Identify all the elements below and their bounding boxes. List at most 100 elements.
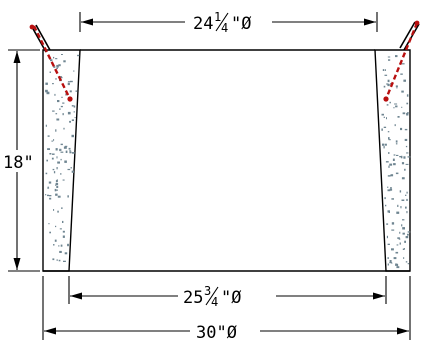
height-label: 18" [3, 153, 34, 173]
aggregate-speck [49, 71, 51, 73]
aggregate-speck [403, 156, 406, 159]
aggregate-speck [407, 233, 409, 236]
aggregate-speck [399, 242, 401, 245]
aggregate-speck [48, 181, 52, 184]
aggregate-speck [60, 143, 63, 146]
aggregate-speck [381, 128, 383, 131]
aggregate-speck [55, 129, 57, 132]
aggregate-speck [389, 262, 392, 264]
aggregate-speck [49, 231, 51, 234]
aggregate-speck [401, 199, 405, 201]
bottom-inner-diameter-suffix: "Ø [221, 288, 241, 308]
top-diameter-denominator: 4 [221, 21, 228, 35]
aggregate-speck [47, 135, 50, 137]
aggregate-speck [391, 248, 394, 251]
aggregate-speck [397, 204, 399, 207]
aggregate-speck [46, 159, 48, 162]
aggregate-speck [402, 232, 405, 235]
aggregate-speck [383, 126, 387, 128]
top-diameter-suffix: "Ø [231, 14, 251, 34]
aggregate-speck [396, 244, 399, 246]
aggregate-speck [62, 179, 65, 181]
aggregate-speck [401, 106, 403, 108]
aggregate-speck [401, 90, 404, 93]
left-wall-aggregate [45, 54, 80, 262]
aggregate-speck [381, 113, 384, 116]
aggregate-speck [396, 266, 400, 269]
aggregate-speck [57, 195, 61, 198]
aggregate-speck [70, 80, 73, 83]
aggregate-speck [401, 63, 405, 65]
aggregate-speck [45, 124, 47, 127]
aggregate-speck [401, 224, 403, 227]
aggregate-speck [388, 152, 390, 154]
aggregate-speck [59, 250, 62, 253]
aggregate-speck [60, 158, 62, 161]
aggregate-speck [67, 82, 70, 86]
aggregate-speck [64, 160, 67, 163]
aggregate-speck [56, 167, 58, 170]
aggregate-speck [69, 150, 72, 152]
aggregate-speck [60, 151, 64, 153]
aggregate-speck [62, 235, 65, 238]
aggregate-speck [386, 235, 388, 239]
aggregate-speck [60, 148, 62, 151]
aggregate-speck [396, 211, 400, 214]
aggregate-speck [387, 79, 390, 83]
aggregate-speck [395, 251, 399, 254]
aggregate-speck [61, 207, 63, 209]
aggregate-speck [47, 148, 50, 150]
aggregate-speck [59, 228, 62, 230]
aggregate-speck [48, 223, 50, 225]
aggregate-speck [55, 148, 58, 151]
aggregate-speck [71, 170, 74, 173]
aggregate-speck [385, 204, 387, 207]
aggregate-speck [55, 193, 58, 196]
aggregate-speck [390, 187, 392, 189]
left-rebar [29, 24, 73, 102]
aggregate-speck [399, 190, 402, 193]
aggregate-speck [387, 257, 389, 259]
aggregate-speck [400, 206, 402, 209]
aggregate-speck [58, 64, 61, 67]
aggregate-speck [395, 85, 398, 88]
aggregate-speck [387, 210, 390, 213]
aggregate-speck [45, 194, 47, 196]
aggregate-speck [386, 117, 387, 120]
aggregate-speck [69, 90, 72, 93]
aggregate-speck [402, 112, 406, 115]
aggregate-speck [387, 186, 389, 188]
aggregate-speck [67, 195, 69, 198]
aggregate-speck [404, 240, 406, 243]
aggregate-speck [402, 248, 405, 250]
aggregate-speck [62, 102, 65, 104]
aggregate-speck [391, 198, 394, 200]
aggregate-speck [397, 264, 399, 267]
aggregate-speck [63, 60, 66, 63]
aggregate-speck [60, 244, 63, 247]
bottom-inner-diameter-whole: 25 [183, 288, 203, 308]
height-dimension: 18" [0, 49, 40, 272]
aggregate-speck [395, 140, 398, 143]
aggregate-speck [56, 64, 58, 68]
aggregate-speck [67, 243, 69, 247]
aggregate-speck [55, 58, 58, 60]
aggregate-speck [75, 90, 78, 92]
aggregate-speck [71, 119, 74, 121]
aggregate-speck [53, 139, 55, 141]
aggregate-speck [388, 139, 391, 141]
aggregate-speck [404, 138, 408, 141]
aggregate-speck [56, 185, 59, 188]
aggregate-speck [399, 156, 402, 158]
aggregate-speck [400, 155, 403, 159]
aggregate-speck [391, 229, 395, 231]
aggregate-speck [55, 184, 57, 186]
aggregate-speck [406, 198, 408, 201]
aggregate-speck [60, 173, 62, 175]
aggregate-speck [71, 134, 74, 138]
aggregate-speck [393, 154, 396, 156]
aggregate-speck [396, 87, 398, 89]
aggregate-speck [387, 84, 390, 87]
aggregate-speck [387, 263, 389, 266]
